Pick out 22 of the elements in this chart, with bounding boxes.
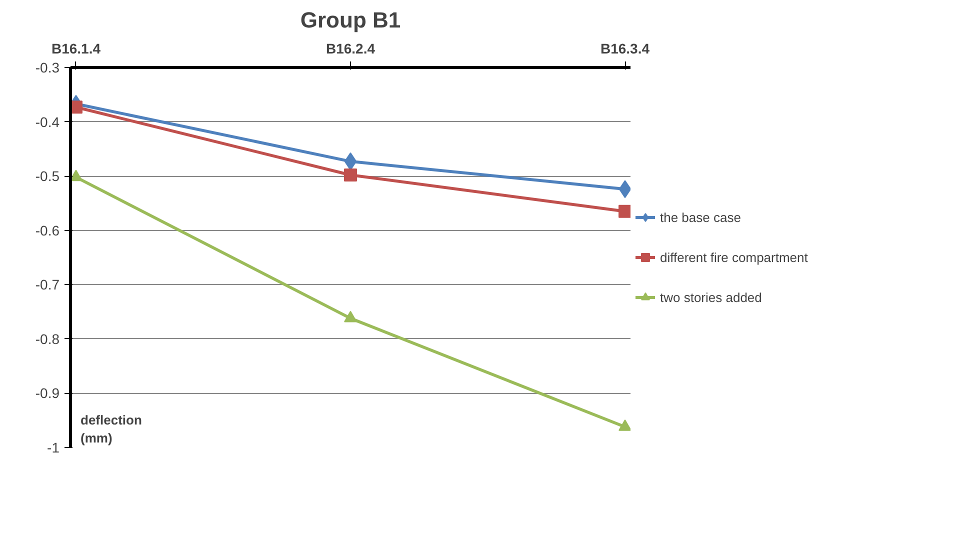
point <box>344 310 357 322</box>
point <box>70 170 82 182</box>
point <box>618 419 630 431</box>
legend-label: the base case <box>660 210 742 224</box>
y-tick-label: -0.4 <box>35 114 60 130</box>
point <box>344 168 357 182</box>
point <box>344 152 357 170</box>
x-tick-label: B16.2.4 <box>326 40 376 56</box>
chart-title: Group B1 <box>300 8 401 32</box>
y-tick-label: -0.6 <box>35 222 60 238</box>
x-tick-label: B16.1.4 <box>51 40 101 56</box>
x-tick-label: B16.3.4 <box>600 40 650 56</box>
y-tick-label: -0.5 <box>35 168 60 184</box>
y-tick-label: -0.8 <box>35 330 60 347</box>
y-axis-title: deflection (mm) <box>80 412 142 446</box>
y-tick-label: -0.3 <box>35 60 60 76</box>
y-tick-label: -1 <box>47 440 60 456</box>
y-tick-label: -0.9 <box>35 385 60 402</box>
point <box>618 204 630 218</box>
y-tick-label: -0.7 <box>35 276 60 293</box>
legend-label: two stories added <box>660 290 762 304</box>
legend-label: different fire compartment <box>660 250 808 264</box>
